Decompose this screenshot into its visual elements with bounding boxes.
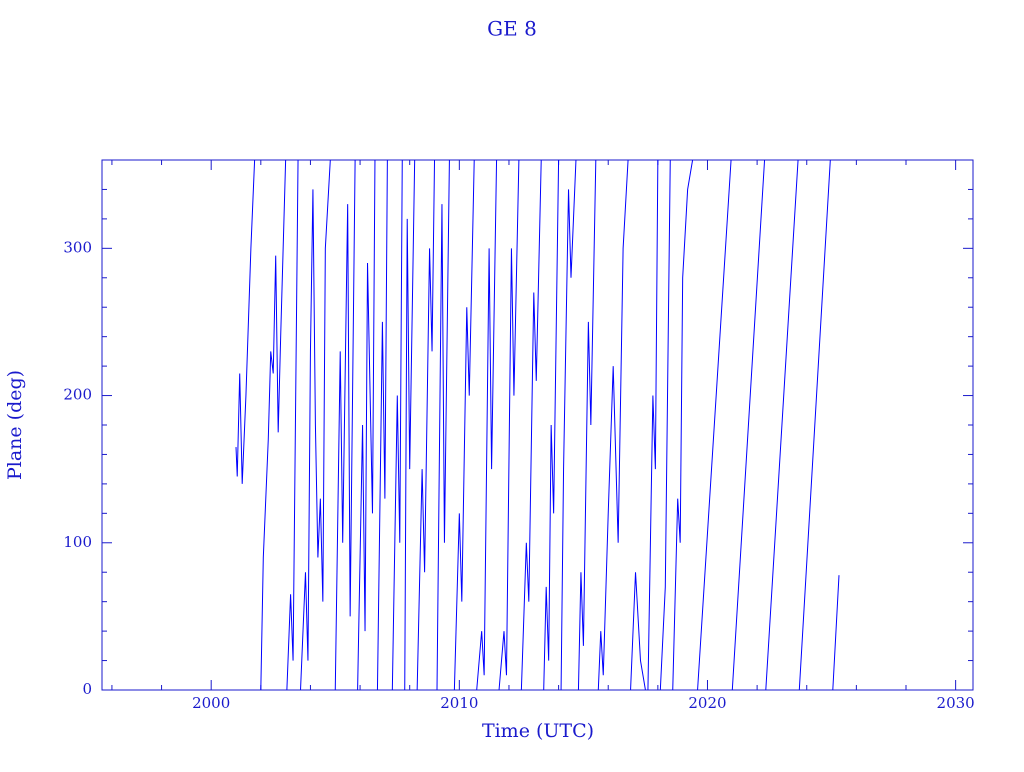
y-tick-label: 200 bbox=[63, 386, 92, 404]
data-line bbox=[235, 159, 840, 691]
y-axis-label: Plane (deg) bbox=[4, 370, 26, 480]
y-tick-label: 300 bbox=[63, 238, 92, 256]
y-tick-label: 100 bbox=[63, 533, 92, 551]
x-tick-label: 2030 bbox=[937, 694, 975, 712]
plot-frame bbox=[101, 159, 974, 691]
chart-title: GE 8 bbox=[487, 17, 537, 41]
x-axis-label: Time (UTC) bbox=[482, 720, 594, 742]
y-tick-label: 0 bbox=[82, 680, 92, 698]
x-tick-label: 2000 bbox=[192, 694, 230, 712]
x-tick-label: 2020 bbox=[688, 694, 726, 712]
x-tick-label: 2010 bbox=[440, 694, 478, 712]
